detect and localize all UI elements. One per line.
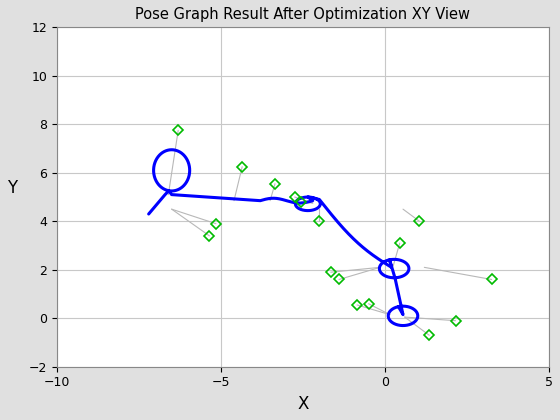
Title: Pose Graph Result After Optimization XY View: Pose Graph Result After Optimization XY … — [136, 7, 470, 22]
Y-axis label: Y: Y — [7, 179, 17, 197]
X-axis label: X: X — [297, 395, 309, 413]
